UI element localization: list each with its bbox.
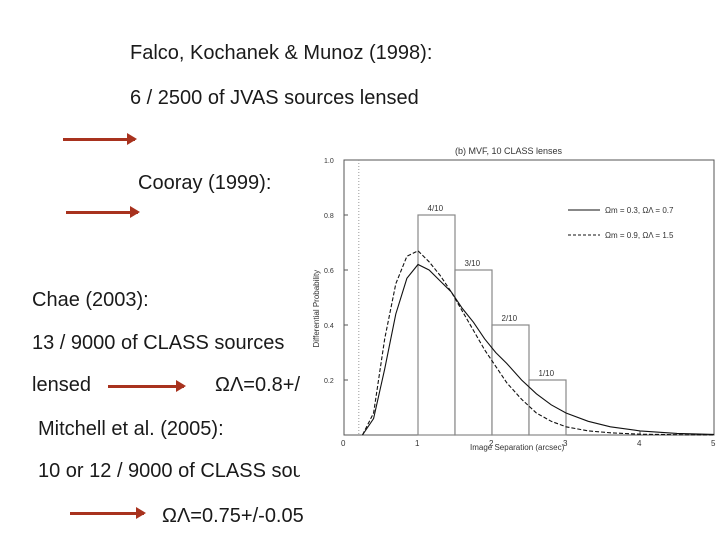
bar-label: 3/10 bbox=[465, 259, 481, 268]
x-tick-label: 5 bbox=[711, 439, 716, 448]
y-tick-label: 0.8 bbox=[324, 213, 334, 220]
chart-title: (b) MVF, 10 CLASS lenses bbox=[455, 146, 563, 156]
chae-lensed: lensed bbox=[32, 374, 91, 396]
legend-entry: Ωm = 0.9, ΩΛ = 1.5 bbox=[605, 231, 674, 240]
probability-figure: (b) MVF, 10 CLASS lenses Differential Pro… bbox=[300, 144, 720, 477]
cooray-title: Cooray (1999): bbox=[138, 172, 272, 194]
mitchell-title: Mitchell et al. (2005): bbox=[38, 418, 224, 440]
falco-title: Falco, Kochanek & Munoz (1998): bbox=[130, 42, 433, 64]
series-curve bbox=[362, 250, 715, 436]
x-tick-label: 2 bbox=[489, 439, 494, 448]
histogram-bar bbox=[528, 379, 567, 436]
falco-result: 6 / 2500 of JVAS sources lensed bbox=[130, 87, 419, 109]
y-tick-label: 0.4 bbox=[324, 323, 334, 330]
series-curve bbox=[362, 263, 715, 436]
legend-entry: Ωm = 0.3, ΩΛ = 0.7 bbox=[605, 206, 674, 215]
chae-title: Chae (2003): bbox=[32, 289, 149, 311]
histogram-bar bbox=[417, 214, 456, 436]
x-tick-label: 1 bbox=[415, 439, 420, 448]
arrow-cooray bbox=[66, 206, 140, 218]
y-tick-label: 0.2 bbox=[324, 378, 334, 385]
x-tick-label: 0 bbox=[341, 439, 346, 448]
x-tick-label: 4 bbox=[637, 439, 642, 448]
arrow-chae bbox=[108, 380, 186, 392]
bar-label: 1/10 bbox=[539, 369, 555, 378]
arrow-mitchell bbox=[70, 507, 146, 519]
bar-label: 4/10 bbox=[428, 204, 444, 213]
bar-label: 2/10 bbox=[502, 314, 518, 323]
y-tick-label: 1.0 bbox=[324, 158, 334, 165]
histogram-bar bbox=[491, 324, 530, 436]
x-tick-label: 3 bbox=[563, 439, 568, 448]
chae-result: 13 / 9000 of CLASS sources bbox=[32, 332, 285, 354]
arrow-falco bbox=[63, 133, 137, 145]
x-axis-label: Image Separation (arcsec) bbox=[470, 443, 565, 452]
y-tick-label: 0.6 bbox=[324, 268, 334, 275]
mitchell-omega: ΩΛ=0.75+/-0.05 bbox=[162, 505, 304, 527]
y-axis-label: Differential Probability bbox=[312, 270, 321, 348]
